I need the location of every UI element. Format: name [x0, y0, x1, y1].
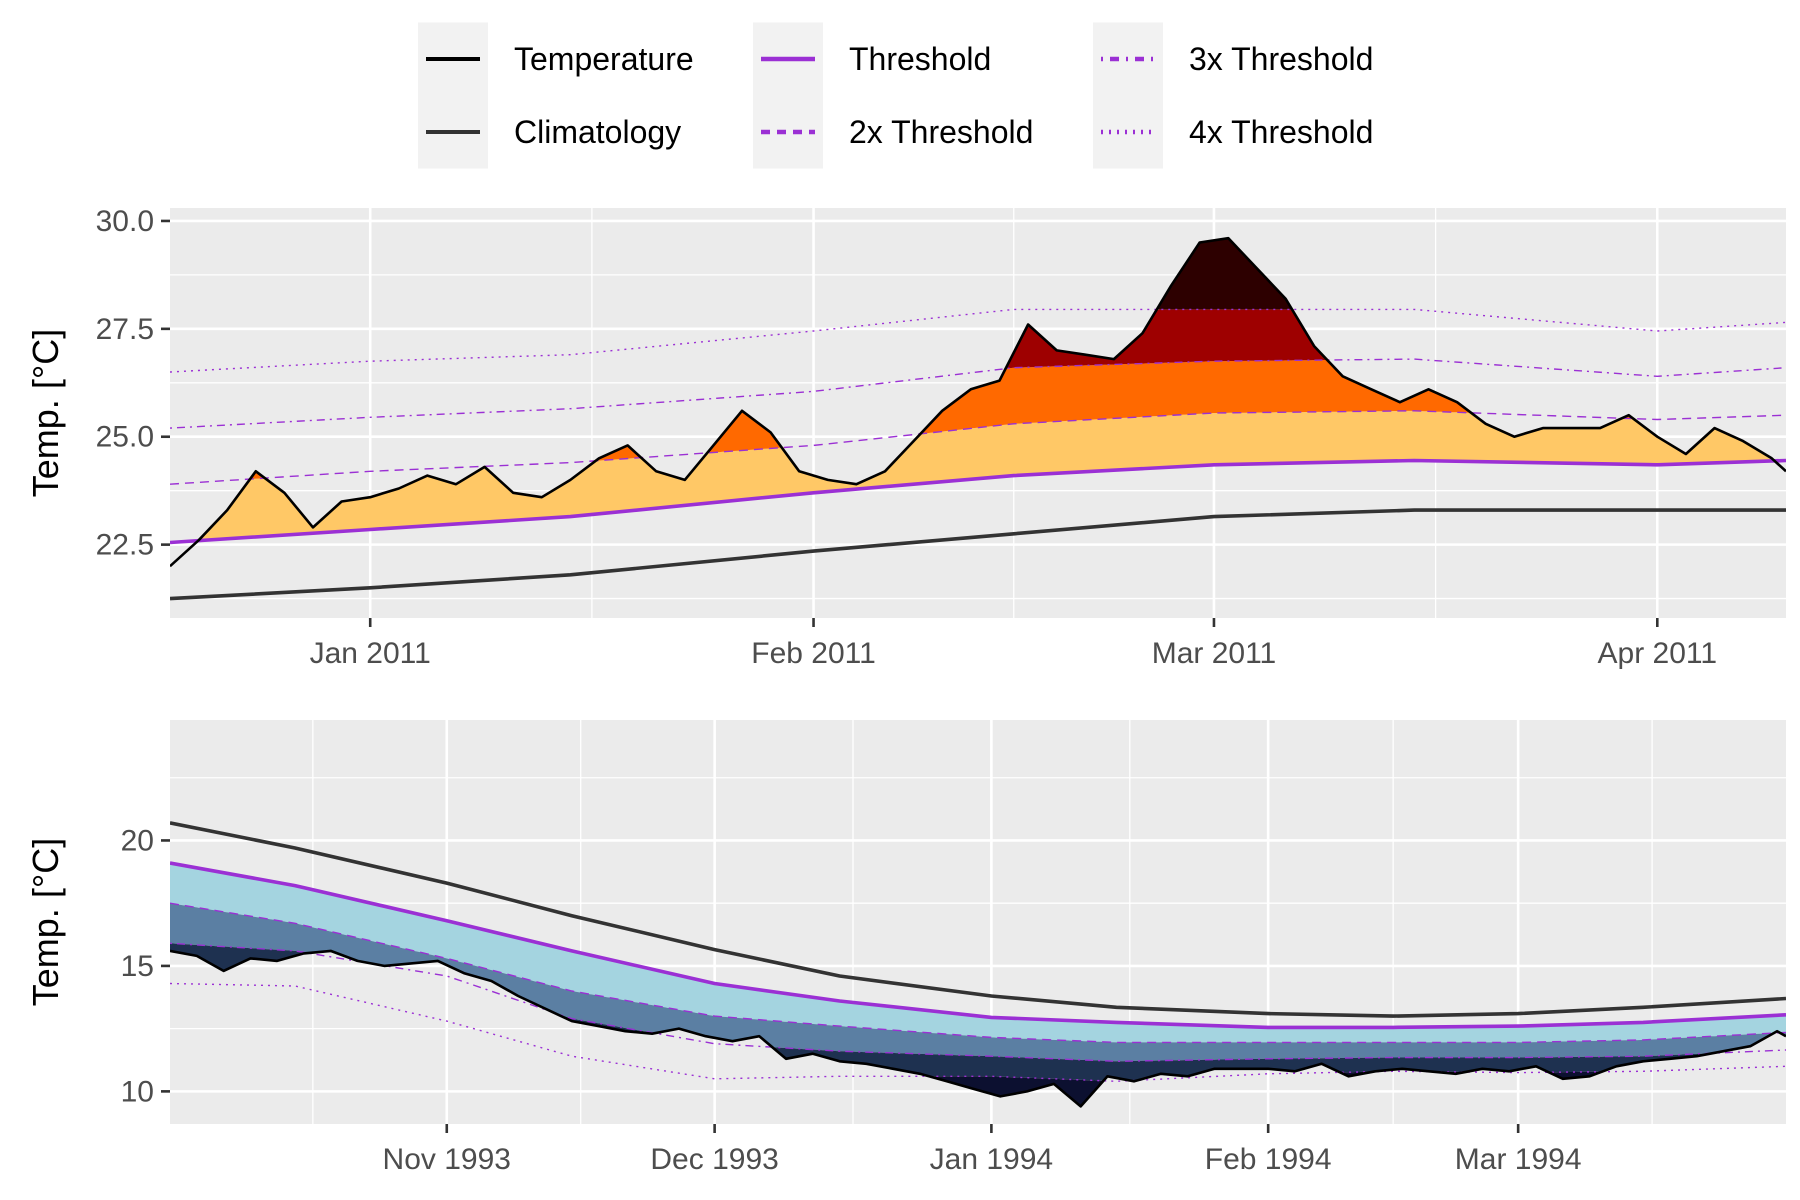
series-4x-threshold-line — [170, 308, 1786, 373]
heatwave-category-2-fill — [170, 360, 1786, 485]
series-climatology-line — [170, 821, 1786, 1018]
x-tick-label: Feb 1994 — [1205, 1143, 1332, 1176]
x-tick-label: Feb 2011 — [751, 637, 876, 670]
heatwave-category-1-fill — [170, 410, 1786, 543]
legend-label: 4x Threshold — [1189, 114, 1373, 150]
y-tick-label: 22.5 — [96, 529, 154, 562]
legend-entry-4x-threshold: 4x Threshold — [1093, 95, 1373, 169]
y-tick-label: 20 — [121, 824, 154, 857]
legend-label: 3x Threshold — [1189, 41, 1373, 77]
event-fills — [170, 238, 1786, 543]
x-tick-label: Nov 1993 — [383, 1143, 511, 1176]
legend-key-background — [1093, 95, 1163, 169]
y-tick-label: 30.0 — [96, 205, 154, 238]
series-3x-threshold-line — [170, 942, 1786, 1063]
cold-spell-panel: 10 15 20 Nov 1993 Dec 1993 Jan 1994 Feb 1994 Ma… — [25, 720, 1786, 1176]
coldspell-category-2-fill — [170, 903, 1786, 1062]
legend-entry-temperature: Temperature — [418, 22, 694, 96]
legend-label: Temperature — [514, 41, 694, 77]
legend-label: 2x Threshold — [849, 114, 1033, 150]
y-tick-label: 27.5 — [96, 313, 154, 346]
series-threshold-line — [170, 861, 1786, 1030]
series-3x-threshold-line — [170, 358, 1786, 429]
coldspell-category-4-fill — [170, 983, 1786, 1106]
y-axis-title: Temp. [°C] — [25, 838, 66, 1006]
series-temperature-line — [170, 949, 1786, 1108]
y-tick-label: 25.0 — [96, 421, 154, 454]
legend-entry-2x-threshold: 2x Threshold — [753, 95, 1033, 169]
y-axis-title: Temp. [°C] — [25, 329, 66, 497]
x-tick-label: Mar 1994 — [1455, 1143, 1582, 1176]
series-temperature-line — [170, 236, 1786, 568]
legend-label: Threshold — [849, 41, 991, 77]
legend-entry-climatology: Climatology — [418, 95, 681, 169]
x-tick-label: Mar 2011 — [1152, 637, 1277, 670]
y-tick-label: 10 — [121, 1075, 154, 1108]
series-2x-threshold-line — [170, 410, 1786, 485]
y-tick-label: 15 — [121, 950, 154, 983]
series-climatology-line — [170, 508, 1786, 601]
legend-label: Climatology — [514, 114, 681, 150]
x-tick-label: Apr 2011 — [1598, 637, 1718, 670]
heatwave-panel: 22.5 25.0 27.5 30.0 Jan 2011 Feb 2011 Mar 2011… — [25, 205, 1786, 670]
legend-entry-3x-threshold: 3x Threshold — [1093, 22, 1373, 96]
x-tick-label: Jan 1994 — [930, 1143, 1053, 1176]
legend-entry-threshold: Threshold — [753, 22, 991, 96]
x-tick-label: Jan 2011 — [310, 637, 431, 670]
series-4x-threshold-line — [170, 982, 1786, 1083]
series-threshold-line — [170, 458, 1786, 545]
x-tick-label: Dec 1993 — [650, 1143, 778, 1176]
legend: Temperature Climatology Threshold 2x Thresh… — [418, 22, 1373, 169]
